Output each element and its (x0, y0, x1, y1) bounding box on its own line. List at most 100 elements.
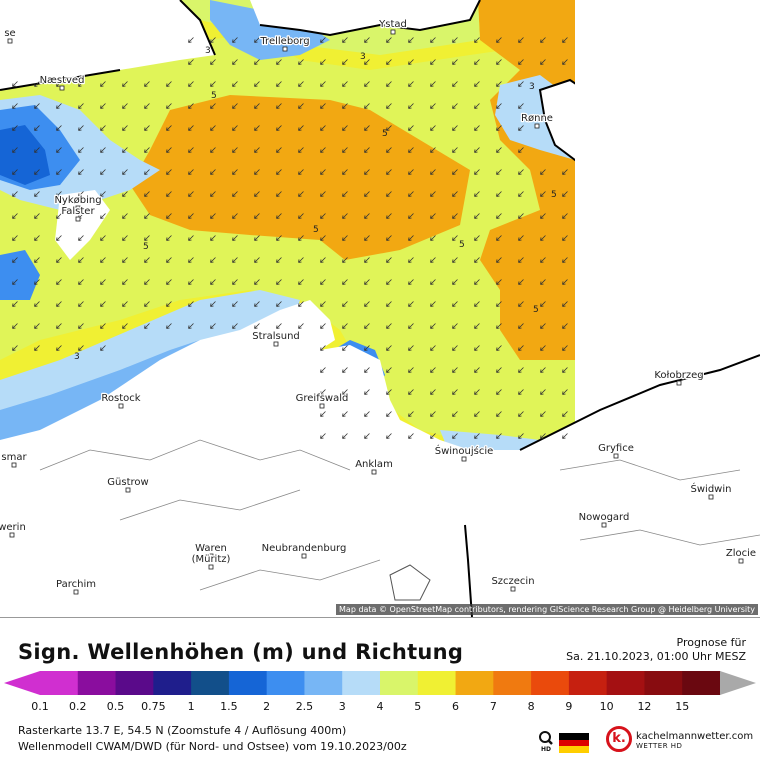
wave-arrow (34, 323, 40, 329)
wave-arrow (496, 81, 502, 87)
wave-arrow (34, 279, 40, 285)
scale-segment (304, 671, 343, 695)
wave-arrow (342, 213, 348, 219)
wave-arrow (78, 235, 84, 241)
wave-arrow (144, 147, 150, 153)
wave-arrow (210, 213, 216, 219)
wave-arrow (452, 367, 458, 373)
wave-arrow (408, 257, 414, 263)
wave-arrow (408, 81, 414, 87)
wave-arrow (254, 235, 260, 241)
map-attribution: Map data © OpenStreetMap contributors, r… (336, 604, 758, 615)
wave-arrow (364, 345, 370, 351)
coast-zealand (0, 69, 121, 91)
wave-arrow (408, 125, 414, 131)
wave-arrow (496, 37, 502, 43)
wave-arrow (474, 389, 480, 395)
wave-arrow (100, 345, 106, 351)
wave-arrow (342, 169, 348, 175)
wave-arrow (188, 323, 194, 329)
wave-arrow (254, 213, 260, 219)
coast-north (179, 0, 481, 56)
search-hd-icon[interactable]: HD (537, 730, 555, 752)
wave-arrow (320, 257, 326, 263)
brand-subtitle: WETTER HD (636, 742, 683, 750)
wave-arrow (298, 103, 304, 109)
wave-arrow (254, 301, 260, 307)
wave-arrow (518, 213, 524, 219)
wave-arrow (518, 191, 524, 197)
city-label: se (4, 28, 15, 39)
wave-arrow (518, 235, 524, 241)
wave-arrow (452, 257, 458, 263)
wave-arrow (518, 323, 524, 329)
wave-arrow (276, 323, 282, 329)
wave-arrow (562, 191, 568, 197)
wave-arrow (320, 411, 326, 417)
wave-arrow (188, 213, 194, 219)
wave-arrow (562, 433, 568, 439)
admin-borders (39, 439, 760, 591)
wave-arrow (78, 279, 84, 285)
wave-arrow (166, 191, 172, 197)
wave-arrow (540, 59, 546, 65)
wave-arrow (540, 235, 546, 241)
wave-arrow (364, 191, 370, 197)
wave-arrow (298, 257, 304, 263)
scale-max-arrow (720, 671, 756, 695)
scale-segment (40, 671, 79, 695)
flag-stripe (559, 739, 589, 747)
wave-arrow (452, 147, 458, 153)
border-de-pl (464, 524, 473, 617)
scale-segment (531, 671, 570, 695)
wave-arrow (254, 279, 260, 285)
city-label: Nykøbing (54, 195, 101, 206)
land-falster (55, 190, 110, 260)
wave-arrow (232, 323, 238, 329)
german-flag-icon[interactable] (559, 733, 589, 753)
wave-arrow (364, 389, 370, 395)
wave-map[interactable]: 3 3 5 5 5 5 5 5 5 3 3 Trelleborg Ystad Næstved Rønne N… (0, 0, 760, 617)
wave-arrow (320, 389, 326, 395)
wave-arrow (232, 191, 238, 197)
wave-arrow (474, 257, 480, 263)
wave-arrow (386, 59, 392, 65)
land-skane-coast (250, 0, 480, 35)
brand-name[interactable]: kachelmannwetter.com (636, 731, 754, 742)
wave-arrow (364, 433, 370, 439)
wave-arrow (474, 59, 480, 65)
wave-arrow (144, 301, 150, 307)
city-label: Trelleborg (259, 36, 309, 47)
wave-arrow (56, 125, 62, 131)
wave-arrow (144, 213, 150, 219)
city-label: Gryfice (598, 443, 634, 454)
wave-arrow (166, 81, 172, 87)
wave-arrow (562, 169, 568, 175)
wave-arrow (452, 389, 458, 395)
wave-arrow (430, 81, 436, 87)
legend-panel: Sign. Wellenhöhen (m) und Richtung Progn… (0, 617, 760, 761)
city-label: Świnoujście (435, 444, 494, 457)
model-info-line: Wellenmodell CWAM/DWD (für Nord- und Ost… (18, 740, 407, 753)
scale-tick-label: 1.5 (220, 700, 238, 713)
wave-arrow (12, 323, 18, 329)
brand-logo-icon[interactable]: k. (606, 726, 632, 752)
wave-arrow (430, 257, 436, 263)
wave-arrow (12, 213, 18, 219)
wave-arrow (122, 235, 128, 241)
map-canvas: 3 3 5 5 5 5 5 5 5 3 3 Trelleborg Ystad Næstved Rønne N… (0, 0, 760, 617)
wave-arrow (452, 411, 458, 417)
scale-tick-label: 7 (489, 700, 497, 713)
wave-arrow (34, 103, 40, 109)
wave-arrow (12, 301, 18, 307)
wave-arrow (386, 433, 392, 439)
wave-arrow (452, 169, 458, 175)
wave-arrow (430, 147, 436, 153)
wave-arrow (474, 411, 480, 417)
wave-arrow (188, 301, 194, 307)
wave-arrow (518, 345, 524, 351)
wave-arrow (386, 323, 392, 329)
wave-arrow (496, 389, 502, 395)
wave-arrow (430, 37, 436, 43)
wave-arrow (100, 323, 106, 329)
